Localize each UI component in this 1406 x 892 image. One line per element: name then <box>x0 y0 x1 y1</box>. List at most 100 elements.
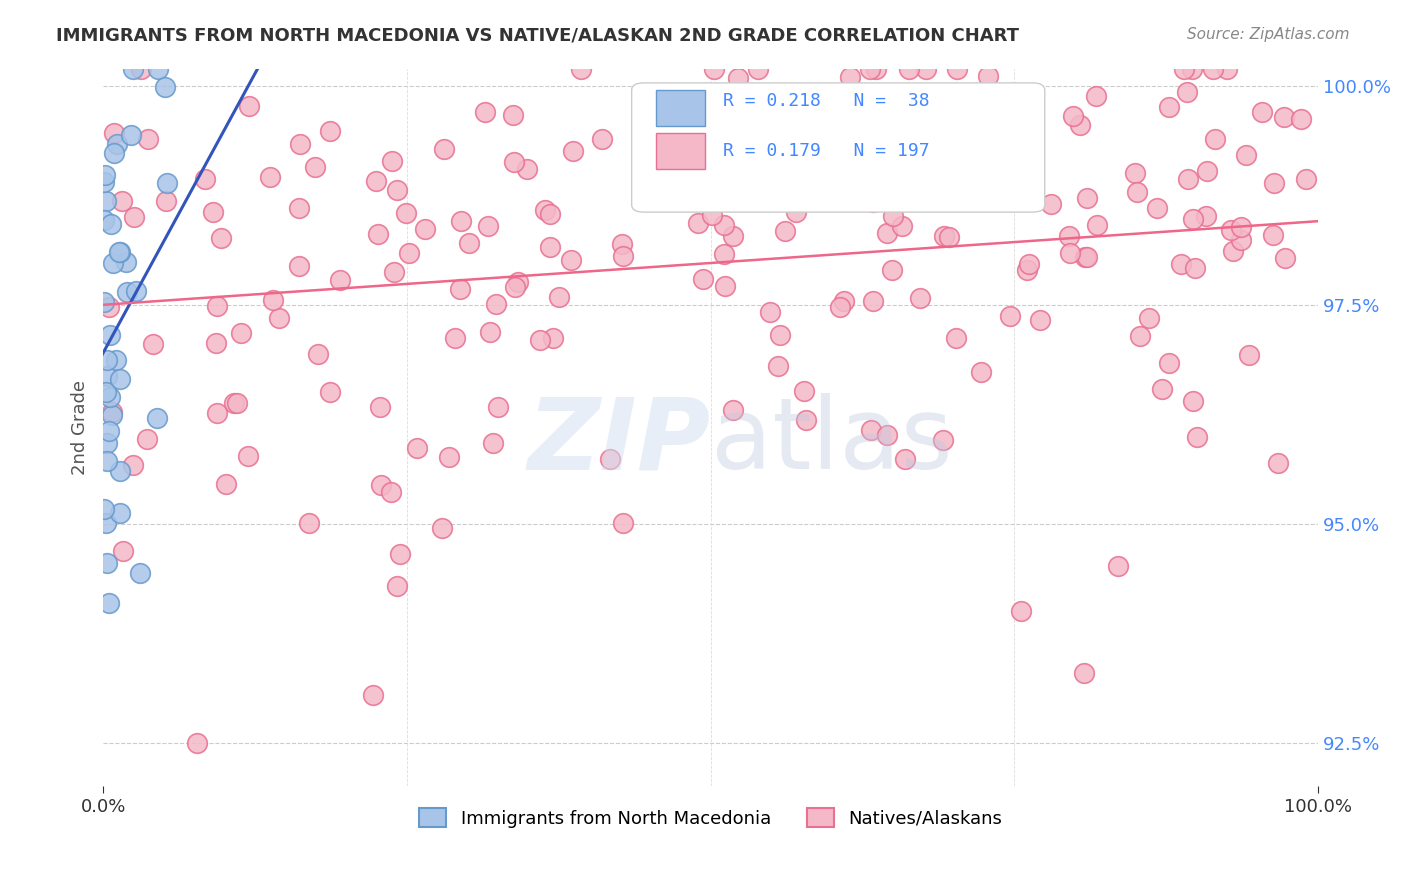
Point <box>859 62 882 76</box>
Point <box>108 464 131 478</box>
Point <box>747 62 769 76</box>
Point <box>882 263 904 277</box>
Point <box>201 205 224 219</box>
Point <box>430 521 453 535</box>
Point <box>876 428 898 442</box>
Point <box>387 579 409 593</box>
Point <box>482 436 505 450</box>
Point <box>876 226 898 240</box>
Point <box>974 157 997 171</box>
Point <box>939 112 962 127</box>
Point <box>121 458 143 472</box>
Point <box>108 245 131 260</box>
Point <box>516 161 538 176</box>
Point <box>599 451 621 466</box>
Point <box>478 325 501 339</box>
Point <box>474 105 496 120</box>
Point <box>945 331 967 345</box>
Point <box>304 160 326 174</box>
Point <box>702 208 724 222</box>
Point <box>502 155 524 169</box>
Point <box>1202 62 1225 76</box>
Point <box>1267 457 1289 471</box>
Point <box>103 255 125 269</box>
Point <box>105 136 128 151</box>
Point <box>156 177 179 191</box>
Point <box>238 99 260 113</box>
Point <box>98 301 121 315</box>
Point <box>288 201 311 215</box>
Point <box>938 229 960 244</box>
Point <box>449 282 471 296</box>
Point <box>1295 172 1317 186</box>
Point <box>368 401 391 415</box>
Point <box>450 214 472 228</box>
Point <box>96 194 118 209</box>
Point <box>224 395 246 409</box>
Point <box>898 62 921 76</box>
Text: ZIP: ZIP <box>527 393 710 491</box>
Point <box>96 436 118 450</box>
Point <box>970 365 993 379</box>
Point <box>1059 245 1081 260</box>
Text: R = 0.179   N = 197: R = 0.179 N = 197 <box>723 142 929 160</box>
Point <box>1263 176 1285 190</box>
Point <box>727 71 749 86</box>
Point <box>538 207 561 221</box>
Point <box>381 153 404 168</box>
Point <box>1289 112 1312 127</box>
Point <box>713 218 735 232</box>
Point <box>96 454 118 468</box>
Point <box>1195 164 1218 178</box>
Point <box>696 169 718 183</box>
Point <box>111 194 134 209</box>
Point <box>735 153 758 168</box>
Point <box>361 688 384 702</box>
Point <box>1234 148 1257 162</box>
Point <box>1272 111 1295 125</box>
Point <box>713 247 735 261</box>
Point <box>782 128 804 143</box>
Point <box>1123 166 1146 180</box>
Point <box>1069 118 1091 132</box>
Point <box>115 285 138 299</box>
Point <box>382 265 405 279</box>
Point <box>485 297 508 311</box>
Point <box>1175 85 1198 99</box>
Point <box>862 294 884 309</box>
Point <box>259 170 281 185</box>
Point <box>103 126 125 140</box>
Point <box>1177 171 1199 186</box>
Point <box>882 210 904 224</box>
Point <box>1057 229 1080 244</box>
Point <box>1182 394 1205 409</box>
Point <box>1018 257 1040 271</box>
Point <box>1159 356 1181 370</box>
Point <box>385 183 408 197</box>
Point <box>98 328 121 343</box>
Point <box>194 172 217 186</box>
Point <box>288 137 311 152</box>
Point <box>957 171 980 186</box>
Point <box>560 253 582 268</box>
Point <box>477 219 499 234</box>
Point <box>503 279 526 293</box>
Point <box>307 347 329 361</box>
Point <box>96 352 118 367</box>
Point <box>1062 110 1084 124</box>
Point <box>959 186 981 200</box>
Point <box>839 70 862 84</box>
Point <box>457 236 479 251</box>
Point <box>548 290 571 304</box>
Point <box>742 142 765 156</box>
Point <box>915 62 938 76</box>
Point <box>415 221 437 235</box>
Point <box>98 595 121 609</box>
Point <box>155 194 177 208</box>
Point <box>205 336 228 351</box>
Point <box>103 145 125 160</box>
Point <box>93 213 115 227</box>
Point <box>1222 244 1244 258</box>
Point <box>612 249 634 263</box>
Point <box>828 300 851 314</box>
